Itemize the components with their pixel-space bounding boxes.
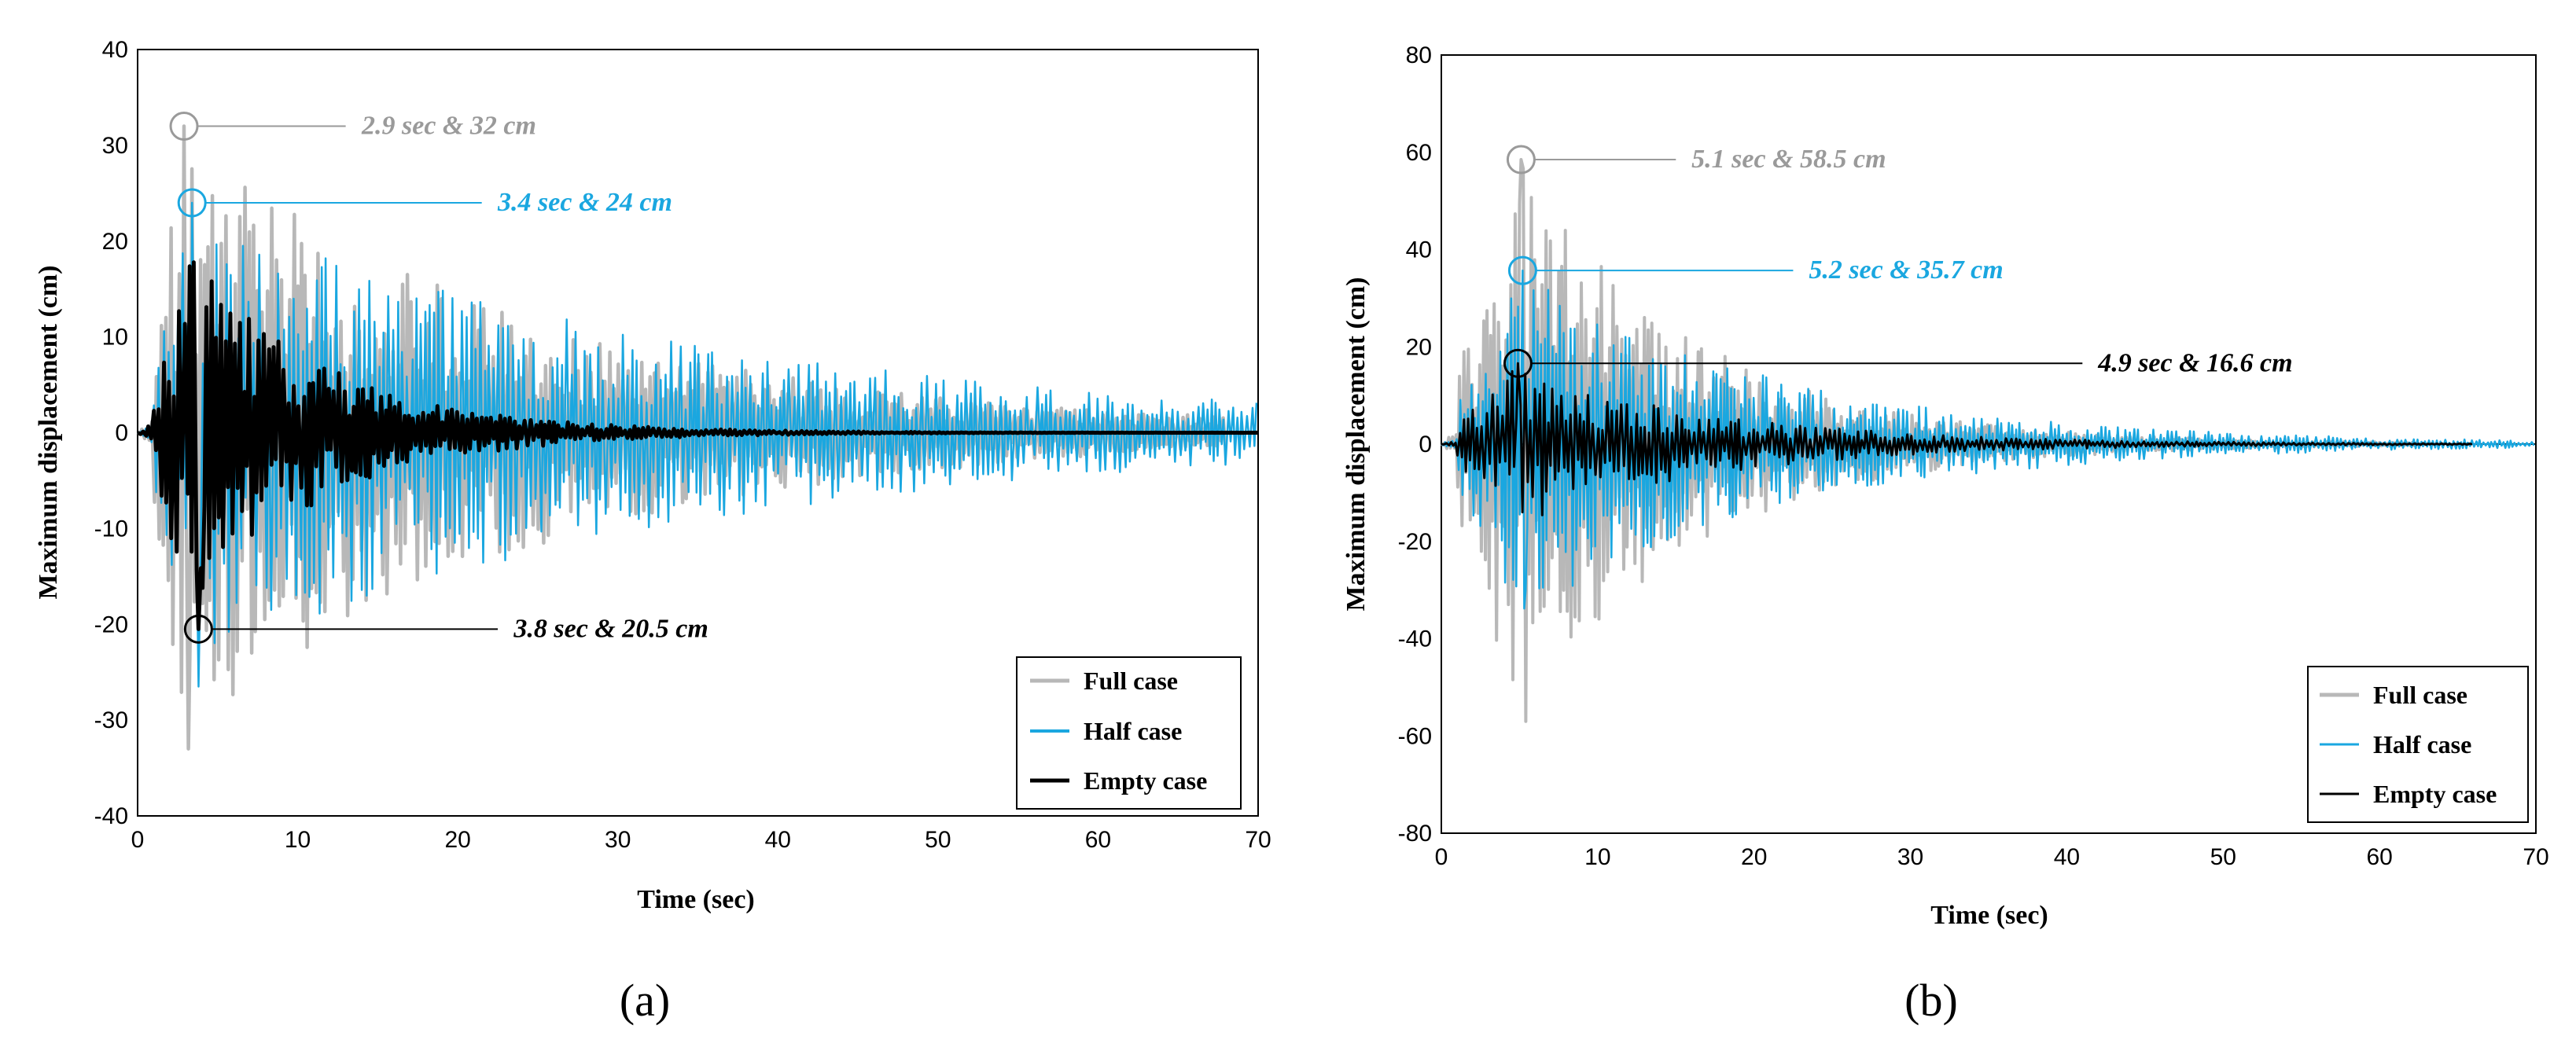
x-tick-label: 10 (1584, 844, 1610, 870)
y-tick-label: 80 (1406, 42, 1432, 68)
x-tick-label: 10 (285, 827, 311, 853)
x-tick-label: 60 (1085, 827, 1111, 853)
x-axis-title-b: Time (sec) (1930, 901, 2048, 930)
x-tick-label: 70 (1245, 827, 1271, 853)
y-tick-label: 20 (102, 229, 128, 255)
x-tick-labels-a: 0 10 20 30 40 50 60 70 (131, 827, 1271, 853)
y-tick-label: 60 (1406, 140, 1432, 166)
annotation-label: 5.1 sec & 58.5 cm (1691, 145, 1886, 174)
y-tick-label: 0 (115, 421, 128, 446)
y-tick-label: 10 (102, 325, 128, 351)
annotation-label: 3.8 sec & 20.5 cm (513, 614, 708, 643)
y-tick-label: 0 (1419, 432, 1432, 457)
y-tick-label: -10 (94, 516, 128, 542)
legend-b: Full case Half case Empty case (2307, 666, 2529, 823)
y-axis-title-a: Maximum displacement (cm) (34, 266, 63, 600)
panel-label-a: (a) (620, 975, 670, 1026)
y-axis-title-b: Maximum displacement (cm) (1341, 277, 1371, 612)
x-tick-label: 0 (1435, 844, 1448, 870)
x-tick-label: 20 (444, 827, 470, 853)
y-tick-label: -40 (1398, 626, 1432, 652)
legend-label-half-a: Half case (1084, 717, 1182, 745)
legend-label-full-b: Full case (2373, 681, 2467, 709)
y-tick-label: -20 (94, 612, 128, 637)
y-tick-label: 40 (1406, 237, 1432, 263)
annotation-label: 2.9 sec & 32 cm (361, 112, 536, 141)
panel-label-b: (b) (1904, 975, 1958, 1026)
y-tick-label: -80 (1398, 821, 1432, 847)
y-tick-label: 20 (1406, 334, 1432, 360)
series-group-a (136, 124, 1258, 751)
x-tick-label: 0 (131, 827, 145, 853)
y-tick-label: -20 (1398, 529, 1432, 555)
chart-panel-b: -80 -60 -40 -20 0 20 40 60 80 0 10 20 30 40 50 60 70 5.… (1341, 42, 2549, 1026)
x-tick-label: 50 (925, 827, 951, 853)
y-tick-label: 40 (102, 37, 128, 63)
annotation-label: 4.9 sec & 16.6 cm (2097, 348, 2292, 377)
annotation-label: 5.2 sec & 35.7 cm (1809, 255, 2003, 285)
annotations-b: 5.1 sec & 58.5 cm 5.2 sec & 35.7 cm 4.9 se… (1503, 145, 2293, 378)
legend-a: Full case Half case Empty case (1016, 656, 1242, 810)
series-group-b (1441, 158, 2535, 723)
y-tick-label: 30 (102, 133, 128, 159)
x-tick-label: 30 (1897, 844, 1923, 870)
y-tick-label: -30 (94, 707, 128, 733)
annotations-a: 2.9 sec & 32 cm 3.4 sec & 24 cm 3.8 sec & … (169, 112, 708, 644)
x-tick-label: 40 (765, 827, 791, 853)
x-tick-label: 60 (2366, 844, 2392, 870)
legend-label-empty-b: Empty case (2373, 780, 2497, 808)
y-tick-labels-b: -80 -60 -40 -20 0 20 40 60 80 (1398, 42, 1432, 847)
x-tick-label: 40 (2054, 844, 2080, 870)
x-tick-label: 50 (2210, 844, 2236, 870)
y-tick-label: -60 (1398, 723, 1432, 749)
x-tick-label: 70 (2523, 844, 2548, 870)
x-tick-labels-b: 0 10 20 30 40 50 60 70 (1435, 844, 2549, 870)
y-tick-labels-a: -40 -30 -20 -10 0 10 20 30 40 (94, 37, 128, 829)
series-line-empty-case (137, 260, 1258, 631)
legend-label-full-a: Full case (1084, 667, 1178, 695)
legend-label-half-b: Half case (2373, 730, 2471, 759)
x-tick-label: 30 (605, 827, 631, 853)
y-tick-label: -40 (94, 803, 128, 829)
annotation-label: 3.4 sec & 24 cm (497, 188, 672, 217)
series-line-half-case (137, 201, 1258, 688)
x-tick-label: 20 (1741, 844, 1767, 870)
chart-panel-a: -40 -30 -20 -10 0 10 20 30 40 0 10 20 30 40 50 60 70 2.… (34, 37, 1271, 1026)
series-line-empty-case (1441, 362, 2473, 516)
x-axis-title-a: Time (sec) (637, 885, 754, 914)
legend-label-empty-a: Empty case (1084, 766, 1207, 795)
